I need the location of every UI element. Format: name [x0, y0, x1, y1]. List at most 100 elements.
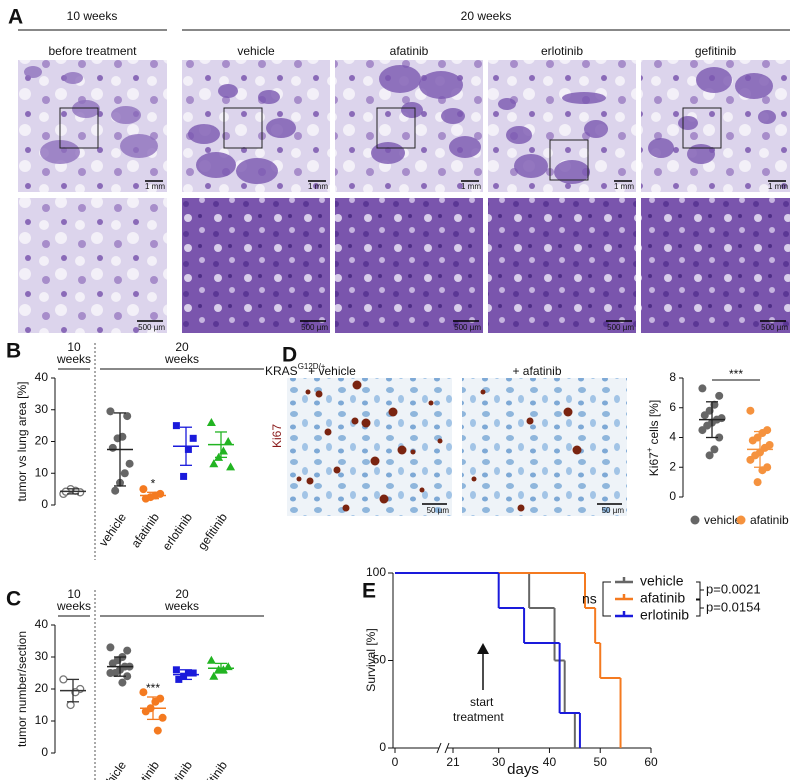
- stat-label: ns: [582, 591, 597, 607]
- panel-label: A: [8, 6, 23, 29]
- y-tick-label: 0: [669, 489, 676, 503]
- point: [218, 446, 228, 455]
- column-title: afatinib: [390, 44, 429, 58]
- tissue-region: [379, 65, 421, 93]
- point: [184, 669, 192, 677]
- x-tick-label: erlotinib: [159, 510, 195, 553]
- tissue-region: [111, 106, 141, 124]
- group-label: 10: [67, 340, 81, 354]
- scale-label: 500 µm: [761, 323, 788, 332]
- ihc-image: [287, 378, 452, 516]
- point: [66, 700, 75, 710]
- point: [106, 669, 115, 677]
- x-tick-label: 60: [644, 755, 658, 769]
- group-label: 10: [67, 587, 81, 601]
- point: [700, 411, 709, 420]
- scale-label: 1 mm: [614, 182, 634, 191]
- x-tick-label: 21: [446, 755, 460, 769]
- scale-label: 1 mm: [145, 182, 165, 191]
- x-axis-label: days: [507, 761, 539, 778]
- y-tick-label: 30: [35, 649, 49, 663]
- y-tick-label: 0: [379, 740, 386, 754]
- tissue-region: [648, 138, 674, 158]
- ki67-nucleus: [305, 389, 311, 395]
- scale-label: 500 µm: [138, 323, 165, 332]
- y-axis-label: Survival [%]: [364, 628, 378, 691]
- histology-zoom: [18, 198, 167, 333]
- point: [120, 469, 129, 478]
- x-tick-label: vehicle: [96, 510, 129, 549]
- point: [753, 478, 762, 487]
- histology-overview: [18, 60, 167, 192]
- group-label: 10 weeks: [67, 9, 118, 23]
- ki67-nucleus: [306, 477, 314, 485]
- annotation: start: [470, 695, 494, 709]
- group-label: 20: [175, 340, 189, 354]
- column-title: vehicle: [237, 44, 275, 58]
- ki67-nucleus: [397, 445, 407, 455]
- point: [746, 406, 755, 415]
- y-tick-label: 0: [41, 497, 48, 511]
- ki67-nucleus: [333, 466, 341, 474]
- scale-label: 1 mm: [768, 182, 788, 191]
- panel-label: D: [282, 344, 297, 367]
- ki67-nucleus: [370, 456, 380, 466]
- legend-marker: [690, 515, 700, 525]
- point: [106, 643, 115, 652]
- point: [123, 412, 132, 421]
- tissue-region: [196, 152, 236, 178]
- point: [758, 466, 767, 475]
- point: [180, 472, 188, 480]
- point: [118, 678, 127, 687]
- ki67-nucleus: [315, 390, 323, 398]
- column-title: before treatment: [48, 44, 137, 58]
- y-axis-label: Ki67+ cells [%]: [645, 400, 661, 476]
- inset-box: [59, 107, 99, 149]
- y-tick-label: 20: [35, 681, 49, 695]
- condition-label: + vehicle: [308, 364, 356, 378]
- y-tick-label: 40: [35, 370, 49, 384]
- tissue-region: [258, 90, 280, 104]
- point: [698, 426, 707, 435]
- panel-label: B: [6, 340, 21, 363]
- histology-zoom: [488, 198, 636, 333]
- point: [206, 417, 216, 426]
- scale-label: 1 mm: [461, 182, 481, 191]
- scale-label: 1 mm: [308, 182, 328, 191]
- tissue-region: [63, 72, 83, 84]
- point: [715, 391, 724, 400]
- point: [180, 672, 188, 680]
- y-tick-label: 30: [35, 402, 49, 416]
- tissue-region: [371, 142, 405, 164]
- point: [106, 407, 115, 416]
- y-tick-label: 10: [35, 713, 49, 727]
- ki67-nucleus: [526, 417, 534, 425]
- ki67-nucleus: [419, 487, 425, 493]
- tissue-region: [514, 154, 548, 178]
- genotype-sup: G12D/+: [298, 362, 326, 371]
- x-tick-label: gefitinib: [195, 758, 230, 780]
- ki67-nucleus: [342, 504, 350, 512]
- ki67-nucleus: [563, 407, 573, 417]
- y-tick-label: 50: [373, 653, 387, 667]
- x-tick-label: vehicle: [96, 758, 129, 780]
- point: [172, 666, 180, 674]
- scale-label: 50 µm: [602, 506, 625, 515]
- point: [206, 655, 216, 664]
- point: [223, 437, 233, 445]
- ki67-nucleus: [517, 504, 525, 512]
- point: [715, 433, 724, 442]
- y-axis-label: tumor vs lung area [%]: [15, 381, 29, 501]
- tissue-region: [735, 73, 773, 99]
- tissue-region: [40, 140, 80, 164]
- x-tick-label: afatinib: [128, 758, 162, 780]
- x-tick-label: afatinib: [128, 510, 162, 550]
- panel-label: E: [362, 580, 376, 603]
- histology-zoom: [182, 198, 330, 333]
- ylabel-rest: cells [%]: [647, 400, 661, 445]
- group-label: weeks: [56, 352, 91, 366]
- genotype-name: KRAS: [265, 364, 298, 378]
- group-label: 20 weeks: [461, 9, 512, 23]
- point: [139, 688, 148, 697]
- tissue-region: [419, 71, 463, 99]
